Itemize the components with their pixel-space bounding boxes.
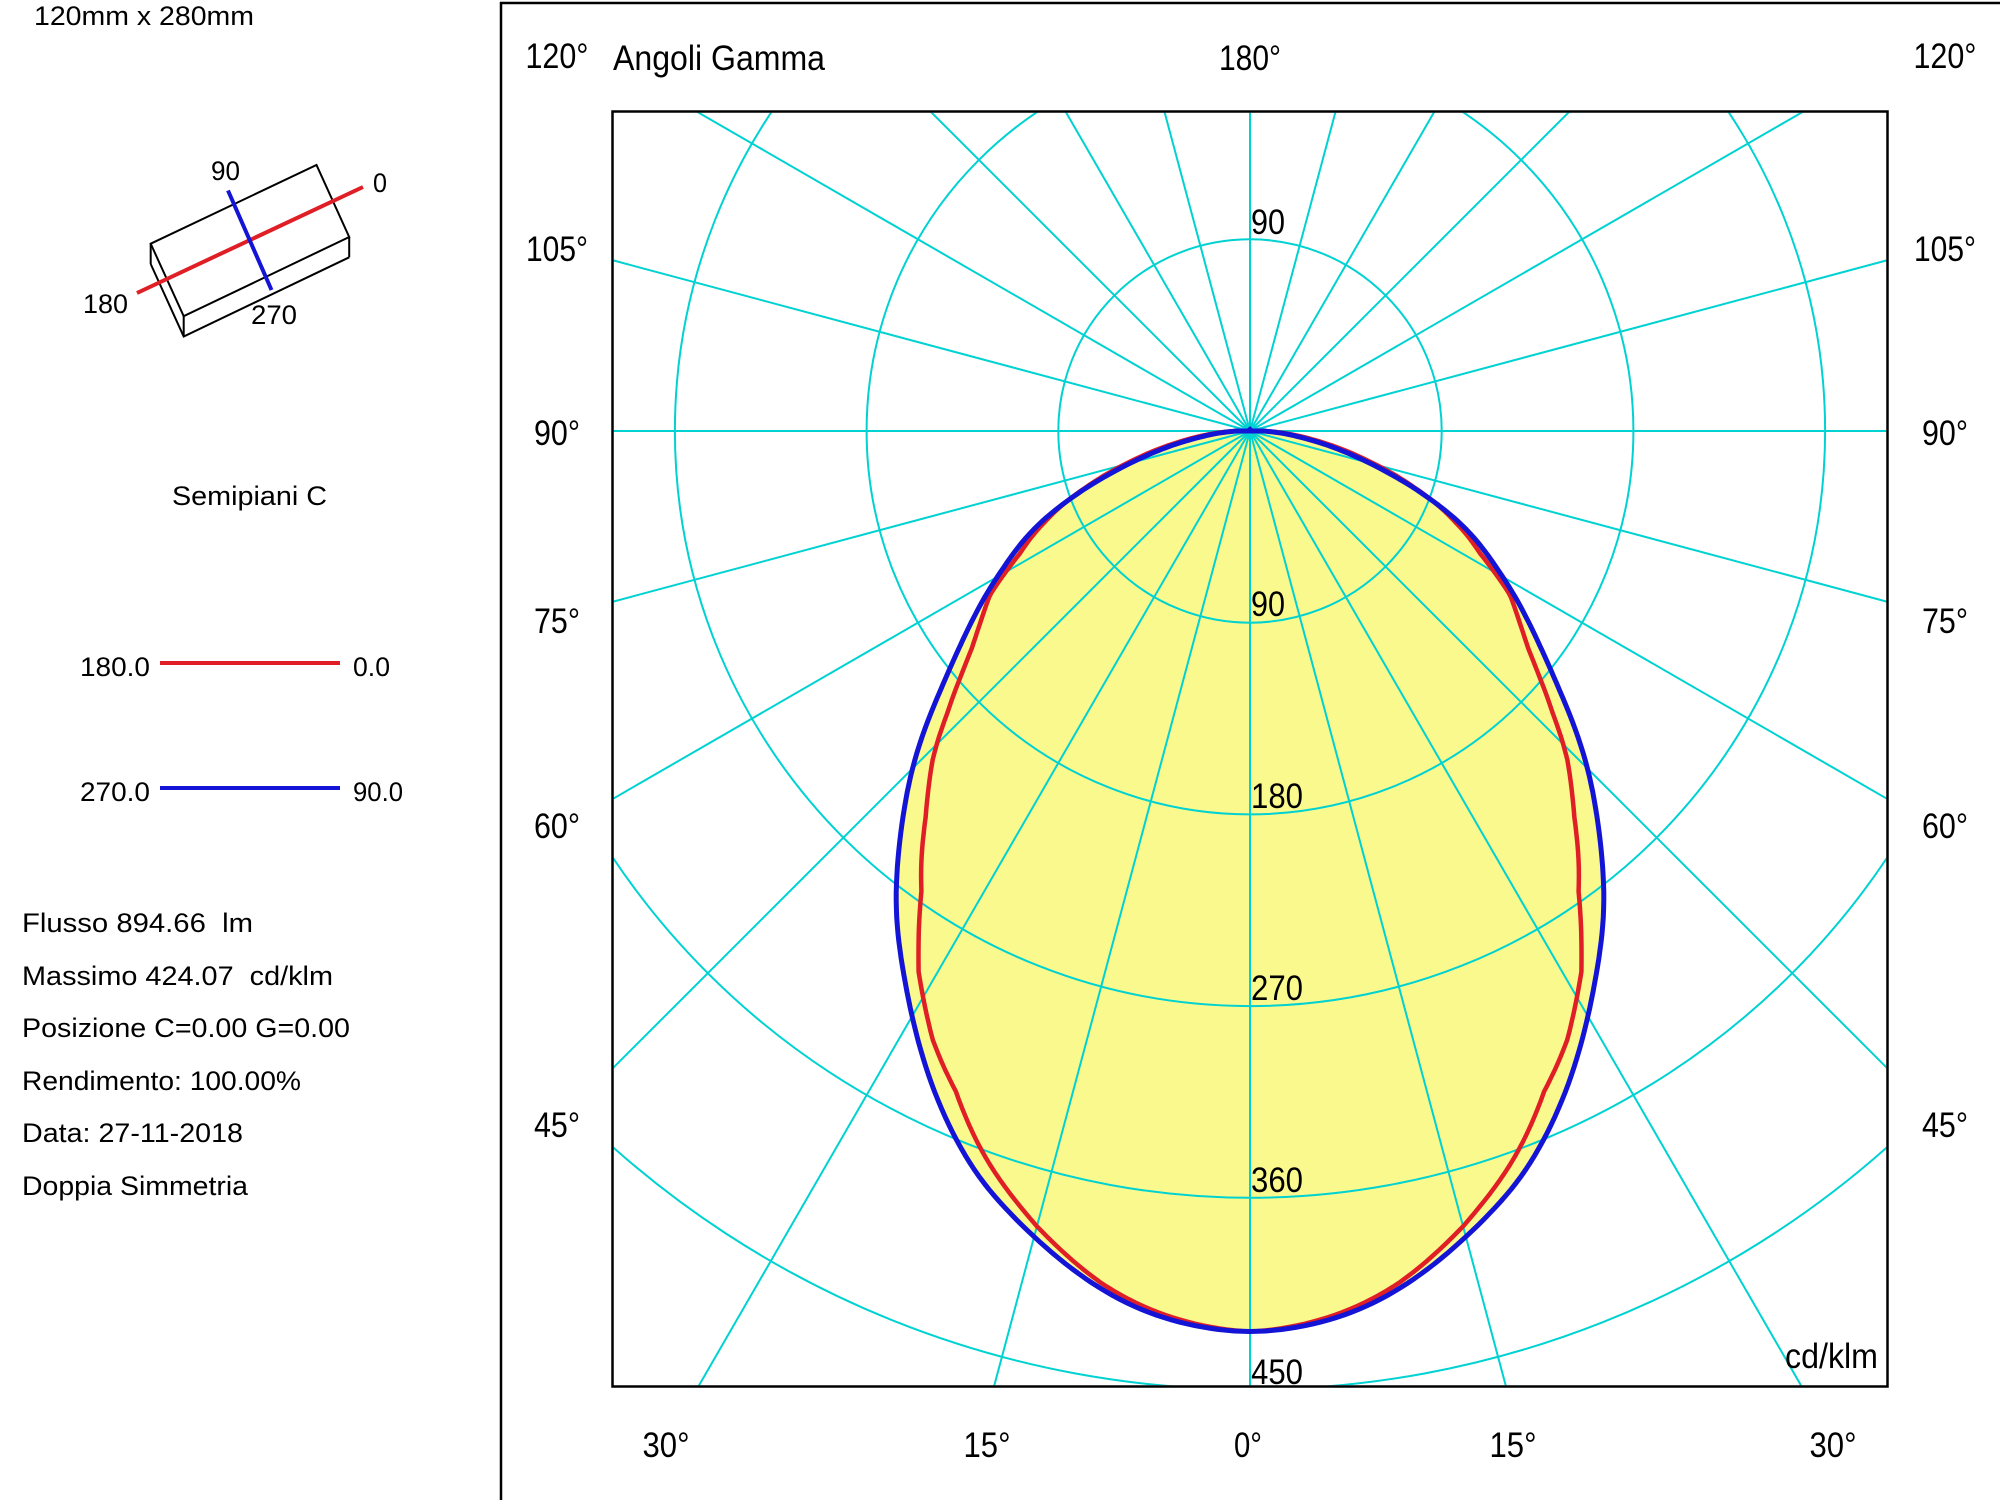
svg-text:360: 360 [1251, 1161, 1303, 1200]
svg-text:Angoli Gamma: Angoli Gamma [613, 39, 825, 78]
svg-text:180: 180 [83, 289, 128, 319]
svg-text:270: 270 [251, 300, 297, 330]
svg-text:120°: 120° [526, 37, 589, 76]
svg-text:90°: 90° [534, 414, 580, 453]
svg-text:75°: 75° [1922, 602, 1968, 641]
svg-text:180.0: 180.0 [80, 652, 150, 682]
svg-text:cd/klm: cd/klm [1785, 1337, 1878, 1376]
svg-text:15°: 15° [964, 1426, 1011, 1465]
svg-text:90°: 90° [1922, 414, 1968, 453]
svg-text:Rendimento: 100.00%: Rendimento: 100.00% [22, 1066, 301, 1096]
svg-text:180°: 180° [1219, 39, 1281, 78]
svg-text:Semipiani C: Semipiani C [172, 481, 327, 511]
svg-text:180: 180 [1251, 777, 1303, 816]
svg-text:45°: 45° [1922, 1106, 1968, 1145]
svg-text:90: 90 [211, 156, 240, 186]
svg-text:0.0: 0.0 [353, 652, 390, 682]
svg-text:90.0: 90.0 [353, 777, 403, 807]
svg-text:120mm x 280mm: 120mm x 280mm [34, 1, 254, 31]
svg-text:0: 0 [373, 168, 387, 198]
svg-text:30°: 30° [1810, 1426, 1857, 1465]
svg-text:120°: 120° [1914, 37, 1977, 76]
svg-text:Doppia Simmetria: Doppia Simmetria [22, 1171, 249, 1201]
svg-text:0°: 0° [1234, 1426, 1262, 1465]
svg-text:Data: 27-11-2018: Data: 27-11-2018 [22, 1118, 243, 1148]
svg-text:270: 270 [1251, 969, 1303, 1008]
svg-text:45°: 45° [534, 1106, 580, 1145]
svg-text:90: 90 [1251, 585, 1285, 624]
svg-text:450: 450 [1251, 1353, 1303, 1392]
svg-text:Posizione C=0.00 G=0.00: Posizione C=0.00 G=0.00 [22, 1013, 350, 1043]
svg-text:105°: 105° [526, 230, 588, 269]
svg-text:105°: 105° [1914, 230, 1976, 269]
svg-text:60°: 60° [534, 807, 580, 846]
svg-text:Flusso 894.66 lm: Flusso 894.66 lm [22, 908, 253, 938]
svg-text:15°: 15° [1490, 1426, 1537, 1465]
svg-text:90: 90 [1251, 203, 1285, 242]
svg-text:Massimo 424.07 cd/klm: Massimo 424.07 cd/klm [22, 961, 333, 991]
svg-text:75°: 75° [534, 602, 580, 641]
svg-text:270.0: 270.0 [80, 777, 150, 807]
svg-text:30°: 30° [643, 1426, 690, 1465]
svg-text:60°: 60° [1922, 807, 1968, 846]
